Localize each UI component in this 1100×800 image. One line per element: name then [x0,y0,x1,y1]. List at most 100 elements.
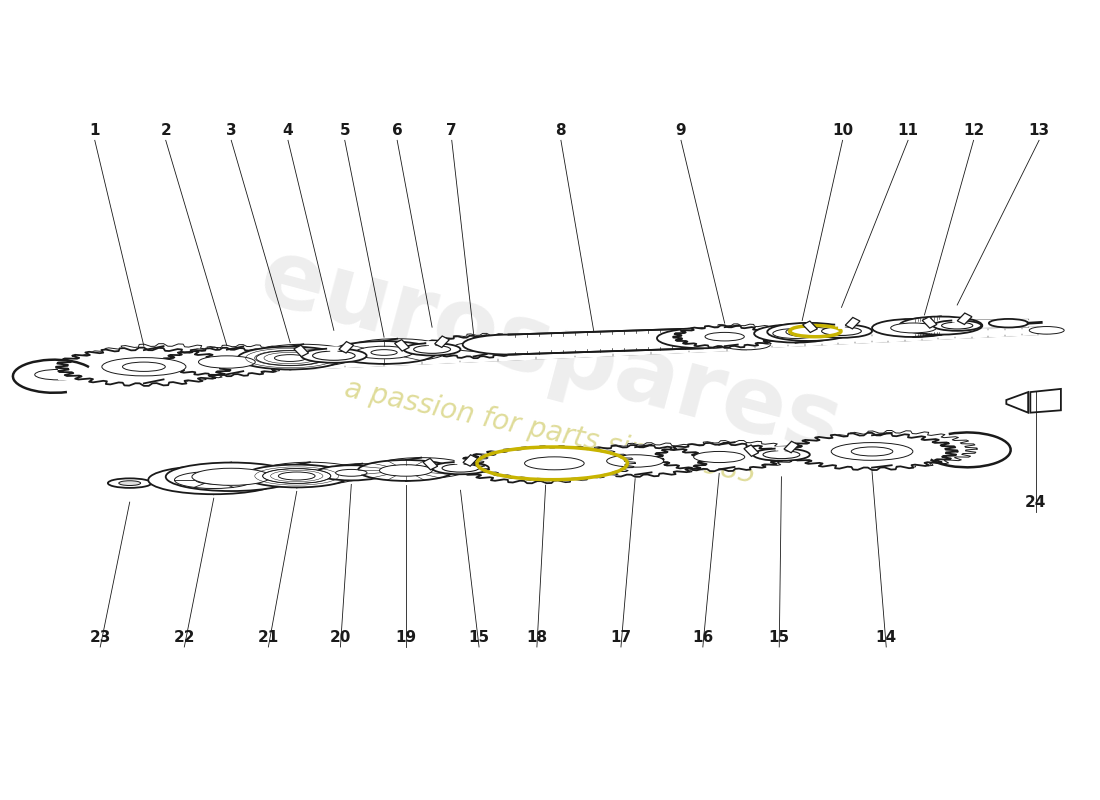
Ellipse shape [900,317,982,334]
Ellipse shape [729,341,764,348]
Ellipse shape [379,465,432,476]
Ellipse shape [312,351,355,360]
Polygon shape [686,324,790,346]
Polygon shape [537,448,554,481]
Text: 12: 12 [962,123,984,138]
Polygon shape [653,443,784,471]
Ellipse shape [607,454,663,467]
Ellipse shape [196,476,232,484]
Ellipse shape [942,322,972,329]
Ellipse shape [694,451,745,462]
Ellipse shape [344,338,450,362]
Ellipse shape [989,319,1028,327]
Polygon shape [508,328,703,354]
Ellipse shape [256,350,324,366]
Text: 1: 1 [89,123,100,138]
Ellipse shape [175,471,253,489]
Bar [463,454,477,466]
Ellipse shape [119,481,141,486]
Ellipse shape [754,449,810,461]
Ellipse shape [336,470,367,476]
Ellipse shape [767,323,850,341]
Bar [434,336,449,347]
Ellipse shape [763,450,800,458]
Text: 24: 24 [1025,495,1046,510]
Ellipse shape [332,341,437,364]
Ellipse shape [773,329,818,338]
Ellipse shape [191,468,271,486]
Polygon shape [456,448,618,483]
Text: 15: 15 [769,630,790,645]
Text: 21: 21 [257,630,279,645]
Ellipse shape [432,462,488,474]
Polygon shape [669,441,800,469]
Ellipse shape [442,464,478,472]
Ellipse shape [454,342,493,351]
Ellipse shape [414,346,451,354]
Text: 17: 17 [610,630,631,645]
Ellipse shape [657,328,749,348]
Text: 18: 18 [526,630,548,645]
Text: 9: 9 [675,123,686,138]
Ellipse shape [785,327,832,337]
Text: 19: 19 [395,630,417,645]
Ellipse shape [498,458,576,474]
Polygon shape [213,462,231,494]
Text: 7: 7 [447,123,458,138]
Ellipse shape [755,325,837,342]
Polygon shape [579,442,724,474]
Ellipse shape [108,478,152,488]
Polygon shape [1031,389,1060,413]
Text: 15: 15 [469,630,490,645]
Ellipse shape [371,350,397,355]
Text: 4: 4 [283,123,294,138]
Text: 6: 6 [392,123,403,138]
Polygon shape [673,326,777,348]
Text: 10: 10 [832,123,854,138]
Polygon shape [436,334,538,356]
Bar [957,313,972,325]
Ellipse shape [275,354,306,362]
Text: 13: 13 [1028,123,1049,138]
Ellipse shape [251,344,355,367]
Text: 20: 20 [330,630,351,645]
Ellipse shape [358,460,454,481]
Polygon shape [76,344,252,382]
Polygon shape [795,323,808,342]
Ellipse shape [122,362,165,371]
Ellipse shape [102,358,186,376]
Ellipse shape [166,462,297,491]
Bar [803,321,817,333]
Ellipse shape [851,447,893,456]
Text: 11: 11 [898,123,918,138]
Ellipse shape [891,323,936,333]
Ellipse shape [257,462,362,485]
Ellipse shape [705,332,745,341]
Ellipse shape [244,465,349,487]
Ellipse shape [1030,326,1064,334]
Bar [294,346,308,357]
Ellipse shape [723,339,770,350]
Polygon shape [562,445,708,477]
Polygon shape [162,348,293,376]
Polygon shape [473,446,636,481]
Ellipse shape [525,457,584,470]
Ellipse shape [35,370,82,380]
Ellipse shape [463,334,554,354]
Polygon shape [786,433,957,470]
Polygon shape [56,348,232,386]
Bar [395,340,409,351]
Bar [845,318,860,329]
Ellipse shape [811,325,872,338]
Ellipse shape [355,346,412,358]
Ellipse shape [148,466,279,494]
Text: 16: 16 [692,630,714,645]
Text: 3: 3 [226,123,236,138]
Bar [424,458,438,470]
Ellipse shape [317,466,386,481]
Polygon shape [422,336,525,358]
Polygon shape [913,317,940,337]
Text: 5: 5 [340,123,350,138]
Ellipse shape [263,469,331,483]
Ellipse shape [301,349,366,362]
